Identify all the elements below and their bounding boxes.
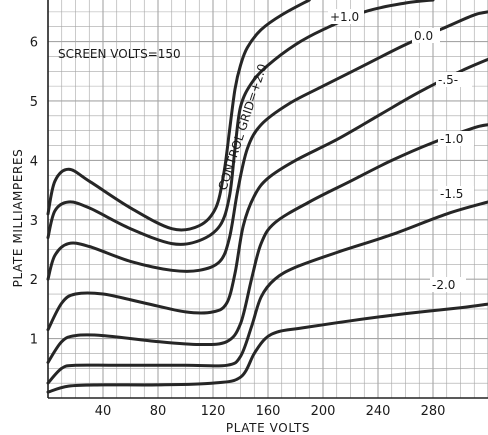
y-tick-label: 1	[30, 333, 38, 348]
x-tick-label: 240	[366, 404, 391, 419]
y-axis-title: PLATE MILLIAMPERES	[11, 149, 25, 288]
x-tick-label: 40	[95, 404, 112, 419]
grid	[47, 0, 488, 399]
series-line	[46, 10, 488, 281]
x-tick-label: 160	[256, 404, 281, 419]
axes: 40 80 120 160 200 240 280 1 2 3 4 5 6	[30, 0, 488, 419]
y-tick-label: 4	[30, 154, 38, 169]
curve-label-backdrop	[436, 72, 472, 87]
y-tick-label: 2	[30, 273, 38, 288]
curves	[46, 0, 488, 394]
curve-label-backdrop	[328, 9, 364, 24]
series-line	[46, 57, 488, 332]
series-line	[46, 123, 488, 364]
screen-volts-annotation: SCREEN VOLTS=150	[58, 47, 181, 61]
curve-label: -.5-	[438, 73, 458, 87]
x-axis-title: PLATE VOLTS	[226, 421, 310, 435]
curve-label-backdrop	[412, 28, 440, 43]
curve-label-backdrop	[438, 131, 474, 146]
curve-label: -1.0	[440, 132, 463, 146]
x-tick-label: 280	[421, 404, 446, 419]
curve-label-backdrop	[438, 186, 474, 201]
curve-label: +1.0	[330, 10, 359, 24]
curve-label: -2.0	[432, 278, 455, 292]
series-line	[46, 302, 488, 394]
series-line	[46, 0, 435, 246]
x-tick-label: 80	[150, 404, 167, 419]
series-line	[46, 0, 311, 232]
curve-label-backdrop	[430, 277, 466, 292]
series-line	[46, 200, 488, 385]
y-tick-label: 3	[30, 214, 38, 229]
y-tick-label: 5	[30, 95, 38, 110]
curve-label: 0.0	[414, 29, 433, 43]
x-tick-label: 120	[201, 404, 226, 419]
x-tick-label: 200	[311, 404, 336, 419]
labels: +1.0 0.0 -.5- -1.0 -1.5 -2.0	[328, 9, 474, 292]
y-tick-label: 6	[30, 36, 38, 51]
curve-label: -1.5	[440, 187, 463, 201]
